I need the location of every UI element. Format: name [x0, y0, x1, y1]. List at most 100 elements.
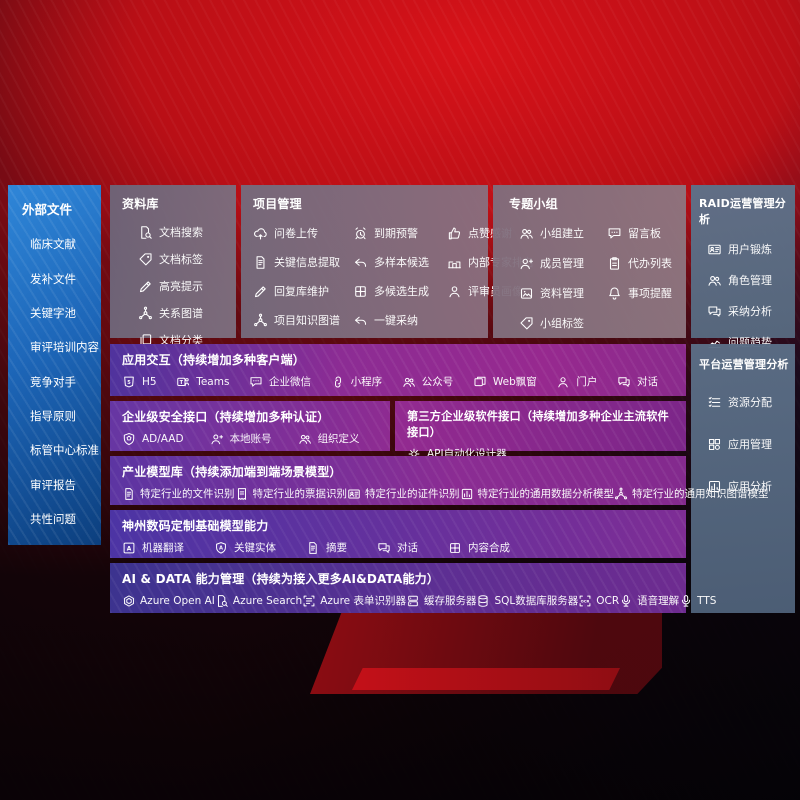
- feature-label: 文档搜索: [159, 226, 203, 239]
- feature-item: TTS: [679, 594, 716, 608]
- feature-item: 摘要: [306, 540, 347, 555]
- feature-label: 文档标签: [159, 253, 203, 266]
- dialog-icon: [617, 375, 631, 389]
- feature-label: 机器翻译: [142, 542, 184, 554]
- local-account-icon: [210, 432, 224, 446]
- feature-label: 关键实体: [234, 542, 276, 554]
- feature-item: 到期预警: [353, 225, 445, 241]
- sidebar-item-label: 发补文件: [30, 271, 76, 286]
- feature-item: 多样本候选: [353, 254, 445, 270]
- feature-label: 资源分配: [728, 396, 772, 409]
- member-add-icon: [519, 256, 534, 271]
- sidebar-item: 共性问题: [22, 511, 95, 527]
- feature-label: 一键采纳: [374, 314, 418, 327]
- sidebar-item-label: 审评报告: [30, 477, 76, 492]
- receipt-recognition-icon: [235, 487, 249, 501]
- openai-icon: [122, 594, 136, 608]
- alarm-icon: [353, 226, 368, 241]
- ranking-icon: [447, 255, 462, 270]
- feature-item: 缓存服务器: [406, 593, 476, 608]
- album-icon: [519, 286, 534, 301]
- feature-label: 角色管理: [728, 274, 772, 287]
- panel-third-party-interface: 第三方企业级软件接口（持续增加多种企业主流软件接口） API自动化设计器: [395, 401, 686, 460]
- knowledge-graph-icon: [614, 487, 628, 501]
- feature-label: 特定行业的通用知识图谱模型: [632, 488, 769, 500]
- feature-label: 内容合成: [468, 542, 510, 554]
- feature-item: 采纳分析: [707, 303, 791, 319]
- feature-item: 内容合成: [448, 540, 510, 555]
- ai-data-management-title: AI & DATA 能力管理（持续为接入更多AI&DATA能力）: [122, 572, 440, 586]
- feature-label: AD/AAD: [142, 432, 184, 445]
- group-icon: [519, 226, 534, 241]
- h5-icon: [122, 375, 136, 389]
- doc-recognition-icon: [122, 487, 136, 501]
- id-recognition-icon: [347, 487, 361, 501]
- data-analysis-icon: [460, 487, 474, 501]
- feature-label: 回复库维护: [274, 285, 329, 298]
- feature-label: 摘要: [326, 542, 347, 554]
- feature-item: 公众号: [402, 374, 454, 389]
- feature-label: 多样本候选: [374, 256, 429, 269]
- feature-item: 机器翻译: [122, 540, 184, 555]
- feature-label: 成员管理: [540, 257, 584, 270]
- tag-icon: [519, 316, 534, 331]
- panel-base-models: 神州数码定制基础模型能力 机器翻译 关键实体 摘要 对话 内容合成: [110, 510, 686, 558]
- feature-label: 留言板: [628, 227, 661, 240]
- feature-item: AD/AAD: [122, 432, 184, 446]
- feature-label: 特定行业的票据识别: [252, 488, 348, 500]
- thumbs-up-icon: [447, 226, 462, 241]
- feature-item: Azure 表单识别器: [302, 593, 406, 608]
- feature-label: TTS: [697, 594, 717, 607]
- qa-chat-icon: [707, 304, 722, 319]
- feature-item: 应用管理: [707, 436, 791, 452]
- feature-label: 采纳分析: [728, 305, 772, 318]
- roles-icon: [707, 273, 722, 288]
- compose-icon: [448, 541, 462, 555]
- feature-label: 文档分类: [159, 334, 203, 347]
- speech-icon: [619, 594, 633, 608]
- feature-item: 特定行业的通用知识图谱模型: [614, 486, 769, 501]
- puzzle-icon: [353, 284, 368, 299]
- wechat-work-icon: [249, 375, 263, 389]
- sidebar-item: 标管中心标准: [22, 442, 99, 458]
- feature-item: 项目知识图谱: [253, 312, 351, 328]
- feature-item: 角色管理: [707, 272, 791, 288]
- feature-label: OCR: [596, 594, 620, 607]
- highlight-pen-icon: [138, 279, 153, 294]
- feature-label: 小程序: [350, 376, 383, 388]
- panel-security-interface: 企业级安全接口（持续增加多种认证） AD/AAD 本地账号 组织定义: [110, 401, 390, 451]
- feature-item: 小程序: [331, 374, 383, 389]
- feature-label: 门户: [576, 376, 598, 388]
- feature-item: 对话: [617, 374, 658, 389]
- feature-item: 资源分配: [707, 394, 791, 410]
- feature-label: 特定行业的文件识别: [140, 488, 235, 500]
- feature-item: 特定行业的通用数据分析模型: [460, 486, 614, 501]
- base-models-title: 神州数码定制基础模型能力: [122, 519, 269, 533]
- feature-item: 回复库维护: [253, 283, 351, 299]
- sidebar-item-label: 指导原则: [30, 408, 76, 423]
- feature-label: 公众号: [421, 376, 454, 388]
- feature-label: 用户锻炼: [728, 243, 772, 256]
- feature-label: 到期预警: [374, 227, 418, 240]
- panel-ai-data-management: AI & DATA 能力管理（持续为接入更多AI&DATA能力） Azure O…: [110, 563, 716, 613]
- cloud-upload-icon: [253, 226, 268, 241]
- feature-item: Web飘窗: [473, 374, 537, 389]
- cache-server-icon: [406, 594, 420, 608]
- panel-project-management: 项目管理 问卷上传 到期预警 点赞感谢 关键信息提取 多样本候选 内部专家排名 …: [241, 185, 534, 338]
- feature-label: 本地账号: [229, 433, 272, 445]
- feature-label: 问卷上传: [274, 227, 318, 240]
- sidebar-item: 审评报告: [22, 477, 95, 493]
- panel-external-files: 外部文件 临床文献 发补文件 关键字池 审评培训内容 竞争对手 指导原则 标管中…: [8, 185, 101, 545]
- feature-item: 本地账号: [210, 431, 272, 446]
- sidebar-item: 竞争对手: [22, 374, 95, 390]
- adopt-arrow-icon: [353, 313, 368, 328]
- clipboard-icon: [607, 256, 622, 271]
- org-icon: [298, 432, 312, 446]
- project-management-title: 项目管理: [253, 197, 302, 211]
- feature-item: API自动化设计器: [407, 446, 507, 461]
- panel-raid-analysis: RAID运营管理分析 用户锻炼 角色管理 采纳分析 问题趋势: [691, 185, 795, 349]
- feature-label: Azure Open AI: [140, 594, 215, 607]
- feature-label: 关键信息提取: [274, 256, 340, 269]
- panel-topic-groups: 专题小组 小组建立 留言板 成员管理 代办列表 资料管理 事项提醒 小组标签: [493, 185, 686, 338]
- sidebar-item-label: 临床文献: [30, 237, 76, 252]
